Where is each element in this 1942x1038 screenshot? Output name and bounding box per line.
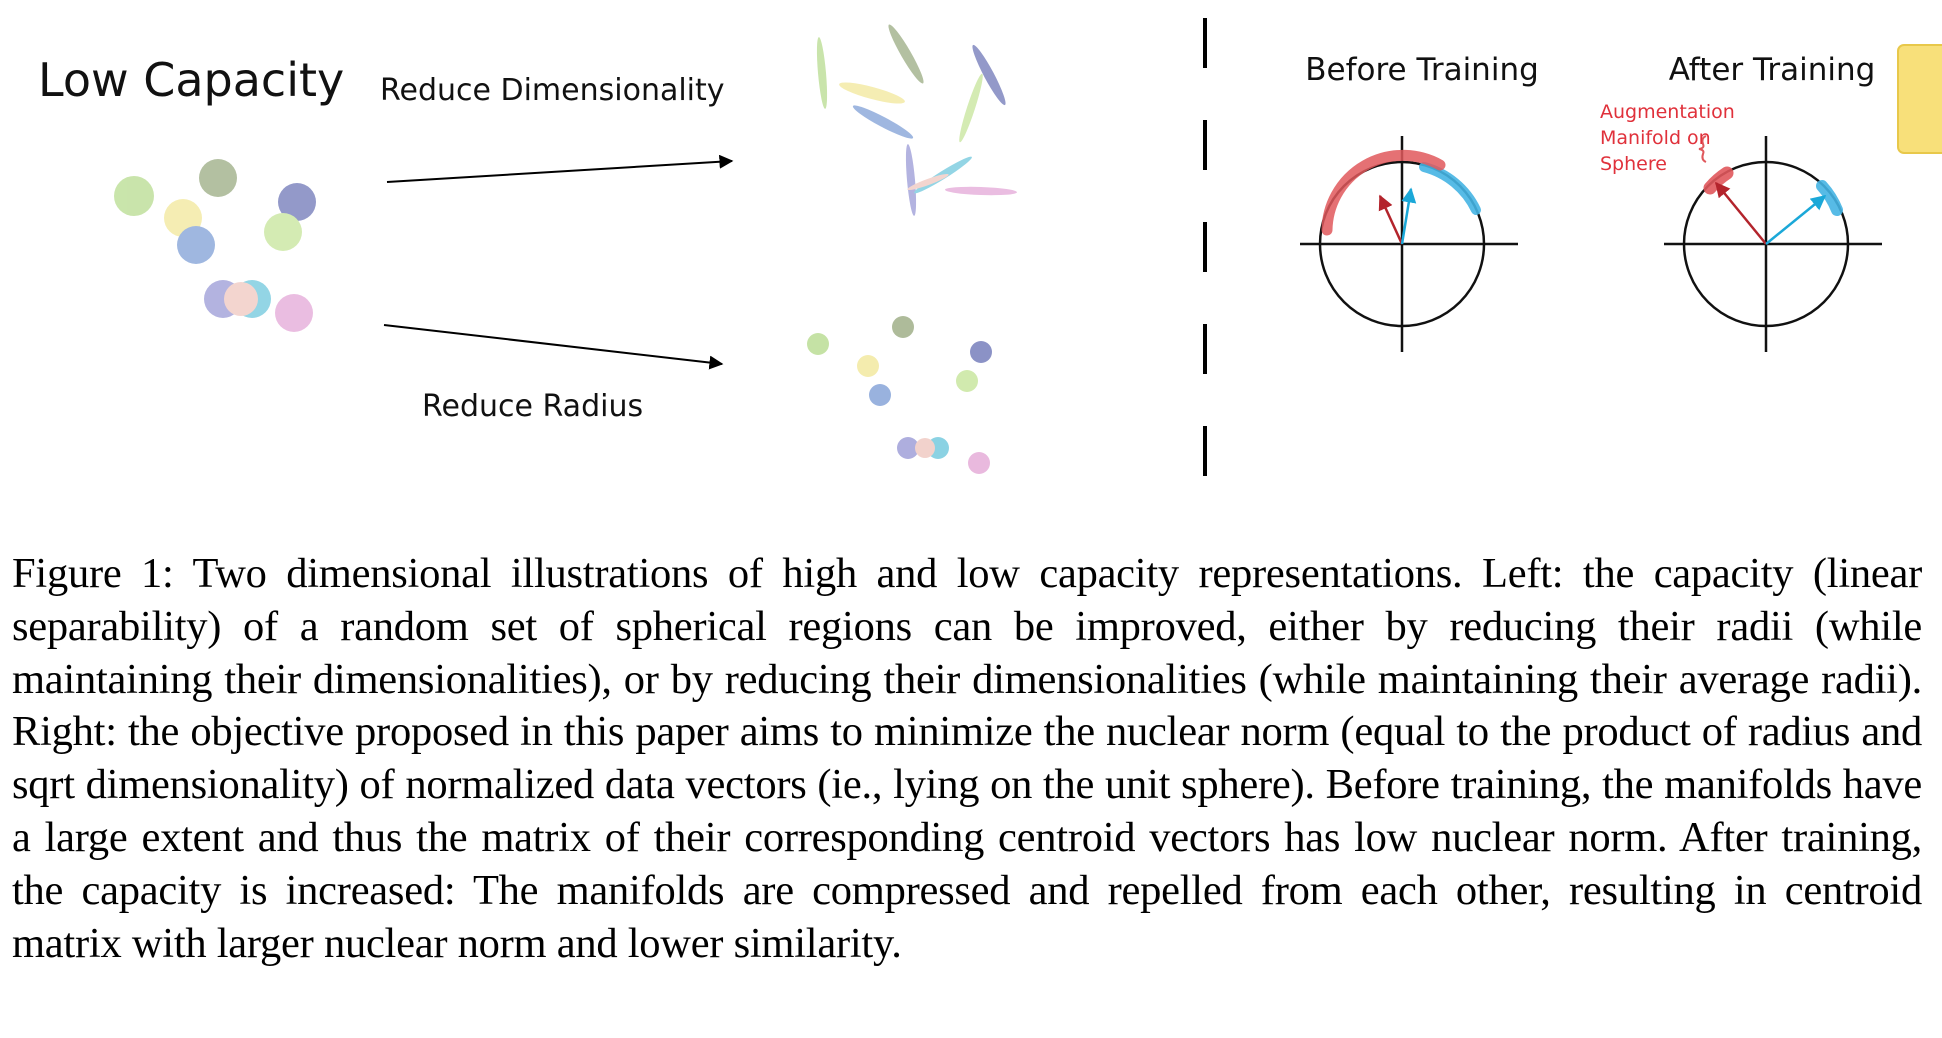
red-centroid-arrow — [1378, 194, 1404, 245]
manifold-circle — [224, 282, 258, 316]
reduced-dimensionality-ellipses — [816, 24, 1017, 216]
figure-1-illustration: Low Capacity Reduce Dimensionality Reduc… — [0, 0, 1942, 500]
flat-manifold — [972, 44, 1006, 106]
small-manifold-circle — [915, 438, 935, 458]
small-manifold-circle — [807, 333, 829, 355]
flat-manifold — [905, 144, 917, 216]
blue-centroid-arrow — [1400, 187, 1417, 245]
red-centroid-arrow — [1715, 181, 1767, 245]
figure-caption: Figure 1: Two dimensional illustrations … — [12, 548, 1922, 970]
before-training-diagram: Before Training — [1300, 52, 1539, 352]
small-manifold-circle — [857, 355, 879, 377]
manifold-circle — [177, 226, 215, 264]
blue-centroid-arrow — [1765, 195, 1827, 245]
manifold-circle — [114, 176, 154, 216]
annotation-line-1: Augmentation — [1600, 101, 1735, 123]
manifold-circle — [278, 183, 316, 221]
flat-manifold — [907, 173, 949, 191]
small-manifold-circle — [968, 452, 990, 474]
manifold-circle — [199, 159, 237, 197]
small-manifold-circle — [970, 341, 992, 363]
small-manifold-circle — [892, 316, 914, 338]
low-capacity-heading: Low Capacity — [38, 53, 344, 107]
flat-manifold — [839, 82, 905, 104]
before-training-title: Before Training — [1305, 52, 1539, 88]
flat-manifold — [816, 37, 828, 109]
after-training-diagram: After Training Augmentation Manifold on … — [1600, 52, 1882, 352]
small-manifold-circle — [897, 437, 919, 459]
flat-manifold — [888, 24, 924, 84]
flat-manifold — [959, 73, 983, 143]
augmentation-annotation: Augmentation Manifold on Sphere — [1600, 101, 1735, 175]
reduce-radius-label: Reduce Radius — [422, 389, 643, 424]
clipped-note-box — [1897, 44, 1942, 154]
reduced-radius-circles — [807, 316, 992, 474]
annotation-brace — [1698, 135, 1707, 163]
blue-compressed-arc — [1816, 180, 1843, 216]
small-manifold-circle — [869, 384, 891, 406]
reduce-radius-arrow — [383, 324, 724, 370]
large-manifold-circles — [114, 159, 316, 332]
annotation-line-2: Manifold on — [1600, 127, 1711, 149]
flat-manifold — [852, 105, 914, 139]
flat-manifold — [945, 186, 1017, 196]
reduce-dimensionality-arrow — [386, 154, 734, 183]
annotation-line-3: Sphere — [1600, 153, 1667, 175]
left-panel: Low Capacity Reduce Dimensionality Reduc… — [38, 24, 1017, 474]
manifold-circle — [264, 213, 302, 251]
after-training-title: After Training — [1669, 52, 1876, 88]
red-manifold-arc — [1321, 149, 1446, 236]
manifold-circle — [275, 294, 313, 332]
reduce-dimensionality-label: Reduce Dimensionality — [380, 73, 725, 108]
small-manifold-circle — [956, 370, 978, 392]
caption-label: Figure 1: — [12, 550, 174, 597]
red-compressed-arc — [1703, 166, 1734, 195]
blue-manifold-arc — [1419, 162, 1481, 215]
figure-canvas: Low Capacity Reduce Dimensionality Reduc… — [38, 18, 1942, 478]
caption-text: Two dimensional illustrations of high an… — [12, 550, 1923, 967]
